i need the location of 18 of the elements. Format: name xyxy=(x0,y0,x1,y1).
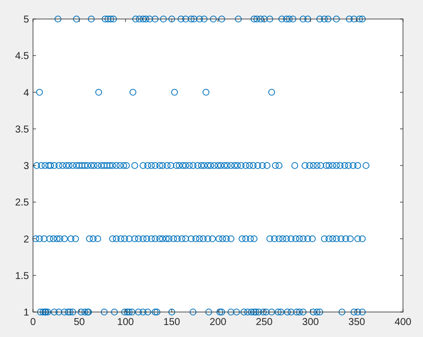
y-tick-label: 3 xyxy=(23,161,30,172)
y-tick-label: 1 xyxy=(23,308,30,318)
x-tick-label: 350 xyxy=(348,317,366,328)
y-tick-label: 2.5 xyxy=(15,198,30,209)
x-tick-label: 0 xyxy=(30,317,36,328)
y-tick-label: 1.5 xyxy=(15,270,30,282)
x-tick-label: 300 xyxy=(302,317,320,328)
x-tick-label: 200 xyxy=(210,317,227,328)
x-tick-label: 400 xyxy=(394,317,412,328)
x-tick-label: 50 xyxy=(74,317,86,328)
y-tick-label: 4.5 xyxy=(15,51,30,62)
y-tick-label: 2 xyxy=(23,234,30,246)
x-tick-label: 150 xyxy=(163,317,181,328)
x-tick-label: 100 xyxy=(117,317,134,328)
y-tick-label: 3.5 xyxy=(15,124,30,136)
y-tick-label: 4 xyxy=(23,88,30,99)
y-tick-label: 5 xyxy=(23,14,30,26)
x-tick-label: 250 xyxy=(256,317,274,328)
